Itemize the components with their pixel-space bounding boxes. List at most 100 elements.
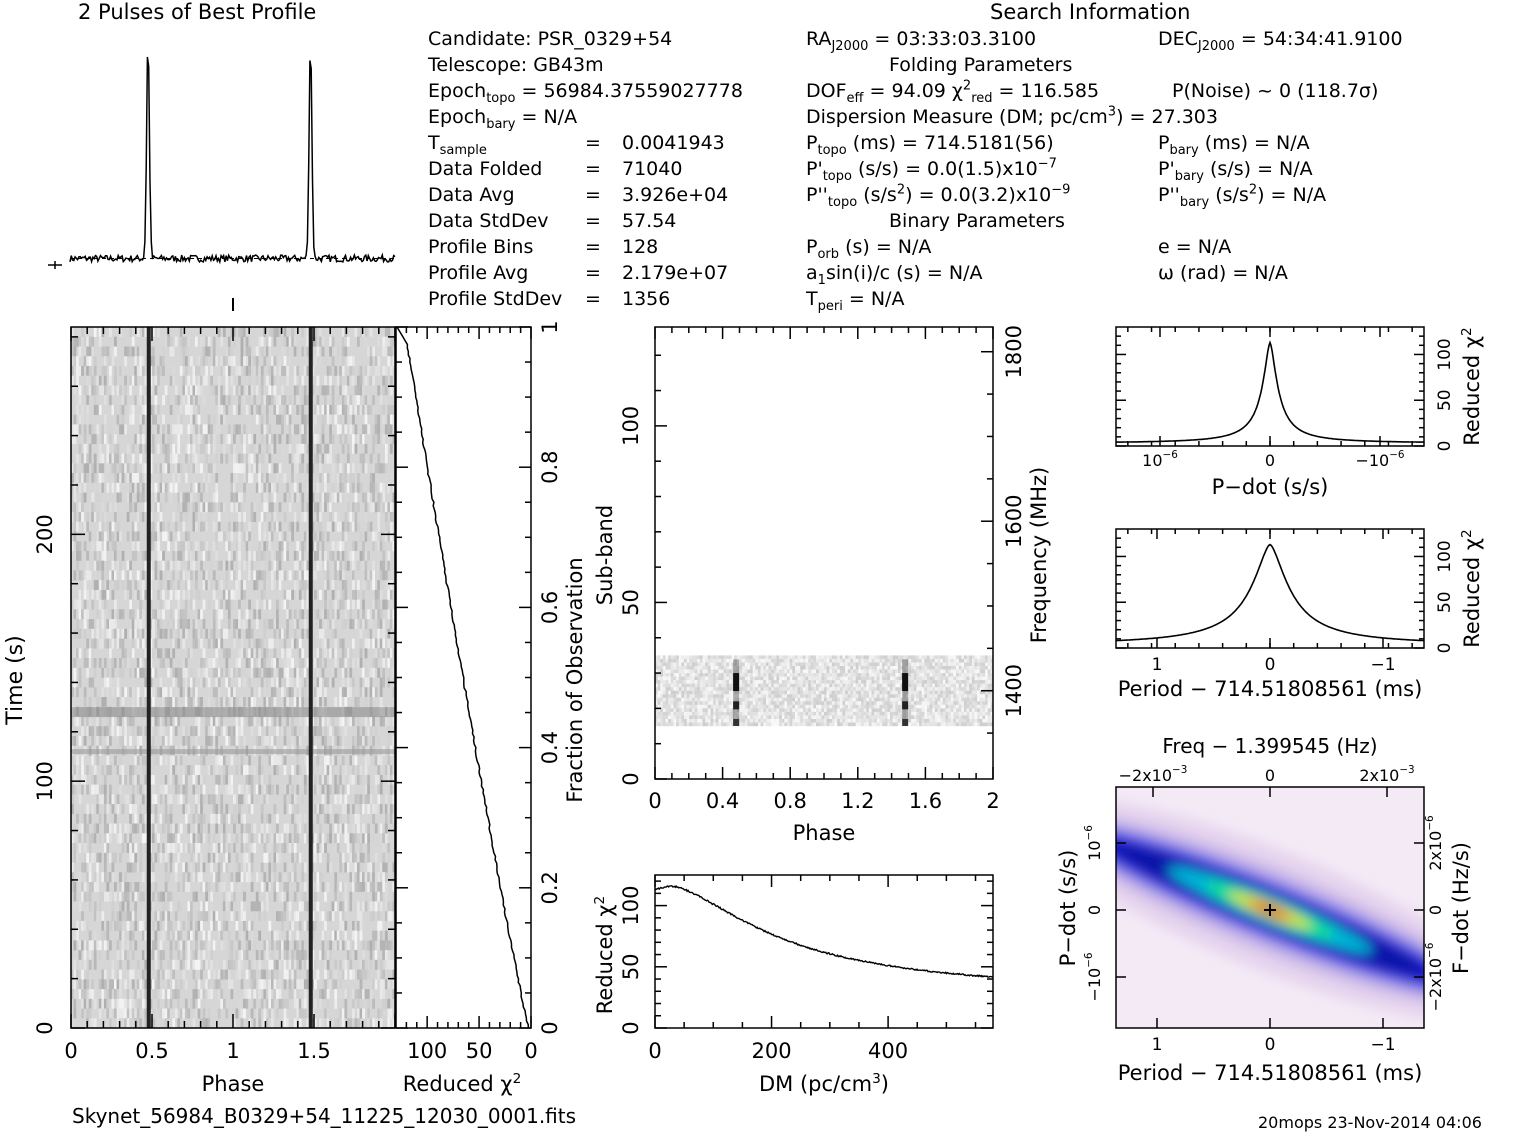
heatmap-cell	[369, 327, 373, 337]
heatmap-cell	[98, 492, 102, 503]
heatmap-cell	[101, 726, 105, 737]
heatmap-cell	[177, 619, 181, 630]
heatmap-cell	[384, 833, 388, 844]
heatmap-cell	[103, 365, 107, 376]
heatmap-cell	[103, 609, 107, 620]
heatmap-cell	[362, 589, 365, 600]
heatmap-cell	[164, 648, 168, 659]
heatmap-cell	[384, 784, 388, 795]
heatmap-cell	[164, 385, 168, 396]
heatmap-cell	[129, 911, 132, 922]
heatmap-cell	[235, 969, 239, 980]
heatmap-cell	[222, 920, 226, 931]
heatmap-cell	[121, 580, 125, 591]
heatmap-cell	[159, 658, 163, 668]
heatmap-cell	[136, 327, 140, 337]
heatmap-cell	[91, 589, 95, 600]
heatmap-cell	[258, 443, 262, 454]
heatmap-cell	[131, 336, 135, 347]
heatmap-cell	[344, 794, 348, 805]
heatmap-cell	[215, 395, 219, 406]
heatmap-cell	[154, 726, 158, 737]
heatmap-cell	[263, 648, 267, 659]
heatmap-cell	[240, 843, 244, 853]
heatmap-cell	[384, 930, 388, 941]
heatmap-cell	[288, 677, 292, 688]
heatmap-cell	[339, 385, 343, 396]
heatmap-cell	[334, 658, 338, 668]
heatmap-cell	[336, 482, 340, 493]
heatmap-cell	[293, 424, 297, 435]
heatmap-cell	[73, 765, 77, 776]
heatmap-cell	[291, 950, 294, 961]
heatmap-cell	[215, 658, 219, 668]
heatmap-cell	[139, 512, 143, 522]
heatmap-cell	[253, 989, 257, 1000]
heatmap-cell	[164, 979, 168, 990]
heatmap-cell	[321, 920, 325, 931]
heatmap-cell	[339, 463, 343, 474]
heatmap-cell	[243, 512, 246, 522]
heatmap-cell	[93, 852, 97, 863]
heatmap-cell	[344, 687, 348, 698]
heatmap-cell	[184, 628, 188, 639]
heatmap-cell	[119, 385, 122, 396]
heatmap-cell	[195, 424, 198, 435]
heatmap-cell	[233, 619, 236, 630]
heatmap-cell	[124, 648, 127, 659]
heatmap-cell	[339, 521, 343, 532]
heatmap-cell	[119, 765, 122, 776]
heatmap-cell	[207, 463, 211, 474]
heatmap-cell	[157, 375, 160, 386]
heatmap-cell	[273, 716, 277, 727]
heatmap-cell	[283, 833, 287, 844]
heatmap-cell	[93, 765, 97, 776]
info-row-value: 71040	[622, 158, 683, 180]
heatmap-cell	[103, 843, 107, 853]
heatmap-cell	[88, 882, 92, 892]
heatmap-cell	[255, 443, 259, 454]
heatmap-cell	[238, 648, 241, 659]
heatmap-cell	[88, 658, 92, 668]
heatmap-cell	[245, 395, 249, 406]
heatmap-cell	[88, 580, 92, 591]
heatmap-cell	[382, 570, 386, 581]
heatmap-cell	[124, 346, 127, 357]
p-bary-line: Pbary (ms) = N/A	[1158, 132, 1310, 158]
heatmap-cell	[129, 375, 132, 386]
heatmap-cell	[258, 580, 262, 591]
heatmap-cell	[288, 443, 292, 454]
heatmap-cell	[359, 434, 363, 445]
heatmap-cell	[126, 609, 130, 620]
heatmap-cell	[334, 404, 338, 415]
heatmap-cell	[116, 911, 120, 922]
heatmap-cell	[382, 794, 386, 805]
heatmap-cell	[109, 969, 112, 980]
heatmap-cell	[362, 560, 365, 571]
heatmap-cell	[116, 969, 120, 980]
heatmap-cell	[352, 609, 355, 620]
heatmap-cell	[341, 541, 345, 552]
heatmap-cell	[359, 843, 363, 853]
heatmap-cell	[200, 424, 203, 435]
heatmap-cell	[303, 959, 307, 970]
heatmap-cell	[167, 979, 170, 990]
heatmap-cell	[301, 570, 305, 581]
heatmap-cell	[298, 687, 302, 698]
heatmap-cell	[357, 969, 360, 980]
heatmap-cell	[103, 375, 107, 386]
heatmap-cell	[263, 843, 267, 853]
heatmap-cell	[162, 735, 165, 746]
heatmap-cell	[177, 920, 181, 931]
heatmap-cell	[296, 424, 300, 435]
heatmap-cell	[129, 648, 132, 659]
heatmap-cell	[227, 521, 231, 532]
heatmap-cell	[392, 356, 396, 367]
heatmap-cell	[190, 550, 193, 561]
heatmap-cell	[129, 327, 132, 337]
heatmap-cell	[387, 911, 391, 922]
heatmap-cell	[392, 989, 396, 1000]
heatmap-cell	[377, 463, 381, 474]
heatmap-cell	[195, 482, 198, 493]
heatmap-cell	[260, 804, 264, 815]
